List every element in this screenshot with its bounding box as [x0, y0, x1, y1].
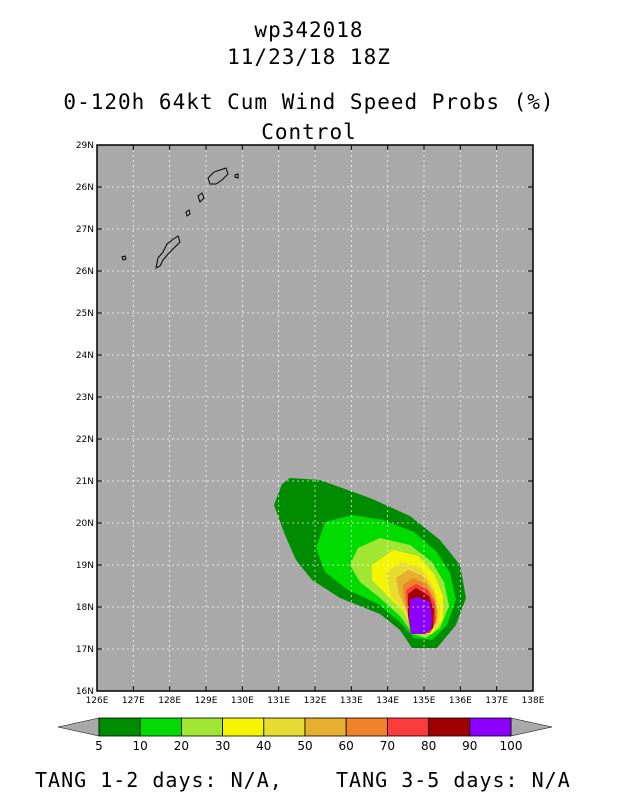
colorbar-tick-label: 40 [256, 739, 271, 753]
graticule [97, 145, 533, 691]
lon-label: 132E [304, 696, 327, 706]
lat-label: 21N [76, 477, 94, 487]
colorbar-box [222, 717, 265, 737]
lon-label: 127E [122, 696, 145, 706]
tang-3-5-days: TANG 3-5 days: N/A [336, 768, 571, 792]
member-title: Control [261, 120, 357, 144]
lon-label: 135E [413, 696, 436, 706]
colorbar-box [428, 717, 471, 737]
colorbar-tick-label: 100 [500, 739, 523, 753]
lat-label: 19N [76, 561, 94, 571]
lon-label: 129E [195, 696, 218, 706]
lat-label: 29N [76, 141, 94, 151]
lat-label: 18N [76, 603, 94, 613]
lat-label: 27N [76, 225, 94, 235]
lon-label: 126E [86, 696, 109, 706]
colorbar-box [345, 717, 388, 737]
colorbar-box [386, 717, 429, 737]
tang-1-2-days: TANG 1-2 days: N/A, [35, 768, 283, 792]
lat-label: 24N [76, 351, 94, 361]
colorbar-tick-label: 30 [215, 739, 230, 753]
colorbar-box [139, 717, 182, 737]
colorbar-box [304, 717, 347, 737]
colorbar-tick-label: 10 [133, 739, 148, 753]
longitude-axis: 126E 127E 128E 129E 130E 131E 132E 133E 134E 135E… [86, 145, 545, 706]
colorbar-box [469, 717, 512, 737]
colorbar-tick-label: 80 [421, 739, 436, 753]
colorbar-box [180, 717, 223, 737]
colorbar-tick-label: 50 [297, 739, 312, 753]
lon-label: 128E [158, 696, 181, 706]
colorbar-tick-label: 5 [95, 739, 103, 753]
lon-label: 133E [340, 696, 363, 706]
island-kikai [234, 173, 239, 179]
colorbar-tick-label: 70 [380, 739, 395, 753]
colorbar-tick-label: 20 [174, 739, 189, 753]
lat-label: 17N [76, 645, 94, 655]
colorbar-right-arrow [510, 717, 553, 737]
lon-label: 138E [522, 696, 545, 706]
lat-label: 22N [76, 435, 94, 445]
contour-90 [409, 597, 432, 634]
colorbar-box [263, 717, 306, 737]
datetime-title: 11/23/18 18Z [227, 45, 391, 69]
colorbar-left-arrow [57, 717, 100, 737]
island-okinoerabu [197, 192, 205, 203]
island-okinawa [155, 235, 181, 269]
lat-label: 25N [76, 309, 94, 319]
lon-label: 137E [485, 696, 508, 706]
storm-id-title: wp342018 [254, 18, 364, 42]
lat-label: 16N [76, 687, 94, 697]
colorbar: 5 10 20 30 40 50 60 70 80 90 100 [57, 717, 553, 753]
lat-label: 26N [76, 183, 94, 193]
lat-label: 20N [76, 519, 94, 529]
colorbar-tick-label: 90 [462, 739, 477, 753]
colorbar-tick-label: 60 [339, 739, 354, 753]
product-title: 0-120h 64kt Cum Wind Speed Probs (%) [63, 90, 555, 114]
island-tokuno [185, 209, 191, 217]
lon-label: 130E [231, 696, 254, 706]
lat-label: 23N [76, 393, 94, 403]
island-outlines [121, 167, 239, 269]
colorbar-box [98, 717, 141, 737]
island-amami [207, 167, 229, 185]
lon-label: 136E [449, 696, 472, 706]
latitude-axis: 16N 17N 18N 19N 20N 21N 22N 23N 24N 25N 26N 27N 26N 2… [76, 141, 533, 697]
island-kume [121, 255, 127, 261]
lon-label: 134E [376, 696, 399, 706]
lon-label: 131E [267, 696, 290, 706]
lat-label: 26N [76, 267, 94, 277]
